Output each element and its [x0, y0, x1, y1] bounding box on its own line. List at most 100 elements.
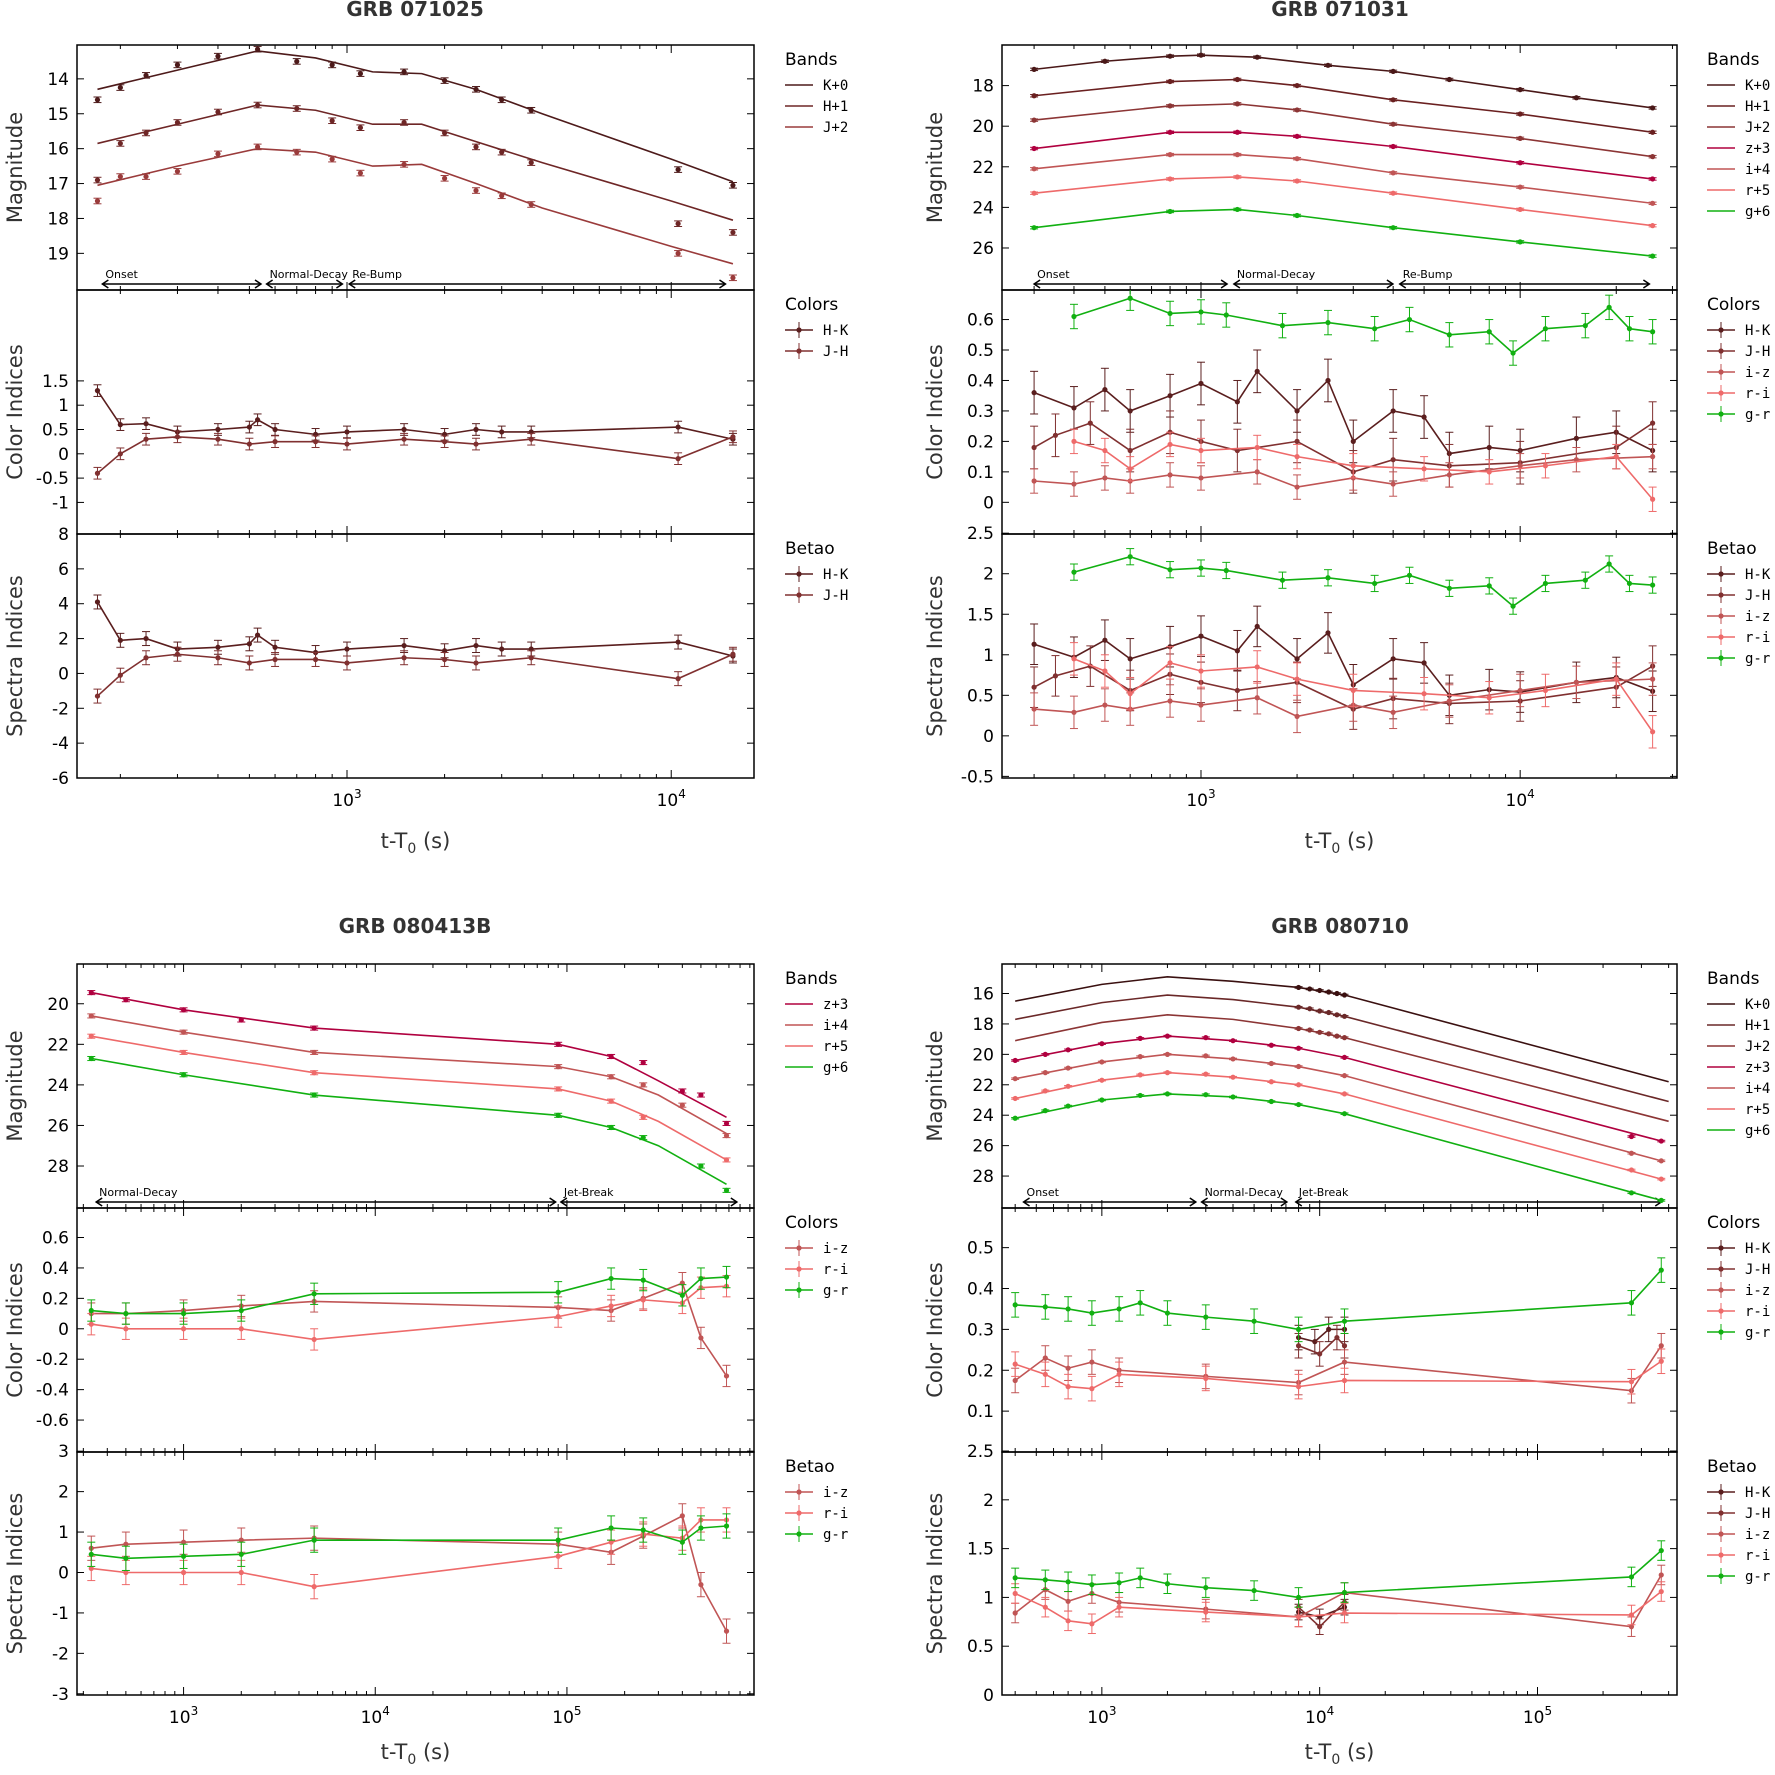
data-point [1295, 1063, 1302, 1070]
legend-marker [1718, 1308, 1724, 1314]
legend-label: i-z [1745, 1527, 1770, 1543]
data-point [246, 641, 252, 647]
legend-item-J-H: J-H [1707, 1261, 1770, 1278]
data-point [88, 989, 94, 996]
x-tick-base: 10 [1305, 1708, 1327, 1728]
legend-label: H-K [1745, 1485, 1771, 1501]
legend-label: i-z [1745, 365, 1770, 381]
series-g+6 [87, 1055, 731, 1193]
data-point [1294, 107, 1300, 113]
data-point [1390, 481, 1396, 487]
y-tick-label: 1.5 [967, 605, 994, 625]
data-point [1294, 156, 1300, 162]
x-label-sub: 0 [1331, 1752, 1340, 1768]
x-tick-label: 103 [332, 787, 361, 811]
x-tick-label: 104 [1305, 1704, 1334, 1728]
data-point [528, 160, 534, 166]
data-point [1658, 1358, 1664, 1364]
data-point [1510, 350, 1516, 356]
data-point [1294, 82, 1300, 89]
data-point [1307, 1006, 1313, 1012]
data-point [1517, 463, 1523, 469]
data-point [88, 1551, 94, 1557]
data-point [723, 1628, 730, 1634]
legend-marker [1718, 1510, 1724, 1516]
data-point [1341, 1035, 1348, 1041]
series-line [96, 601, 734, 657]
data-point [272, 656, 278, 663]
data-point [1606, 304, 1612, 310]
series-r+5 [87, 1033, 731, 1163]
data-point [1203, 1035, 1209, 1041]
x-tick-base: 10 [361, 1708, 383, 1728]
data-point [117, 173, 123, 180]
data-point [312, 439, 319, 445]
series-line [1033, 665, 1654, 710]
y-axis-label: Color Indices [923, 344, 947, 480]
data-point [1486, 469, 1492, 475]
data-point [1294, 212, 1300, 219]
data-point [215, 644, 221, 650]
data-point [1012, 1095, 1018, 1102]
y-tick-label: -2 [52, 1644, 69, 1664]
y-axis-label: Color Indices [3, 1262, 27, 1398]
y-tick-label: 18 [972, 77, 994, 97]
y-tick-label: 24 [972, 1106, 994, 1126]
phase-label: Normal-Decay [99, 1186, 178, 1199]
x-tick-exponent: 3 [354, 787, 362, 801]
legend-item-J-H: J-H [1707, 1505, 1770, 1522]
subplot-color-indices: -1 -0.5 0 0.5 1 1.5 Color Indices H-K J-H Colors [3, 289, 849, 535]
data-point [1658, 1547, 1664, 1554]
data-point [1650, 420, 1656, 426]
legend-item-J-H: J-H [1707, 343, 1770, 360]
x-tick-base: 10 [1523, 1708, 1545, 1728]
data-point [357, 170, 364, 176]
data-point [143, 436, 149, 442]
data-point [1164, 1033, 1171, 1039]
data-point [1065, 1065, 1071, 1071]
data-point [679, 1102, 685, 1108]
legend-label: H-K [1745, 567, 1771, 583]
legend-label: z+3 [1745, 1060, 1770, 1076]
data-point [1372, 580, 1378, 587]
data-point [180, 1553, 187, 1559]
x-tick-exponent: 4 [382, 1704, 390, 1718]
legend-label: K+0 [1745, 78, 1770, 94]
axes-frame [1001, 1451, 1678, 1696]
data-point [1071, 481, 1077, 487]
legend-label: z+3 [1745, 141, 1770, 157]
data-point [1167, 567, 1173, 573]
data-point [1372, 326, 1378, 332]
data-point [1198, 668, 1204, 674]
legend-item-g+6: g+6 [785, 1060, 848, 1076]
legend-title: Bands [785, 50, 838, 70]
data-point [1650, 729, 1656, 735]
data-point [1295, 1384, 1302, 1390]
data-point [675, 166, 681, 173]
data-point [1167, 152, 1173, 158]
y-tick-label: 0.2 [967, 432, 994, 452]
data-point [294, 105, 300, 112]
data-point [723, 1157, 730, 1163]
series-line [1034, 54, 1653, 109]
data-point [1052, 673, 1059, 679]
y-tick-label: -3 [52, 1685, 69, 1705]
data-point [1613, 454, 1619, 460]
series-line [1014, 1345, 1662, 1392]
data-point [1223, 567, 1229, 574]
x-label-unit: (s) [416, 829, 450, 853]
model-curve [1015, 975, 1669, 1083]
x-tick-base: 10 [332, 791, 354, 811]
data-point [1573, 95, 1579, 101]
y-tick-label: 0 [58, 1320, 69, 1340]
y-tick-label: 0.1 [967, 1402, 994, 1422]
data-point [1294, 713, 1300, 719]
data-point [698, 1275, 704, 1282]
axes-frame [76, 1451, 755, 1696]
data-point [1326, 989, 1332, 995]
legend-item-z+3: z+3 [785, 997, 848, 1013]
subplot-color-indices: 0.1 0.2 0.3 0.4 0.5 Color Indices H-K J-H i-z r-i… [923, 1207, 1771, 1453]
y-tick-label: 17 [47, 175, 69, 195]
legend-item-K+0: K+0 [785, 78, 848, 94]
